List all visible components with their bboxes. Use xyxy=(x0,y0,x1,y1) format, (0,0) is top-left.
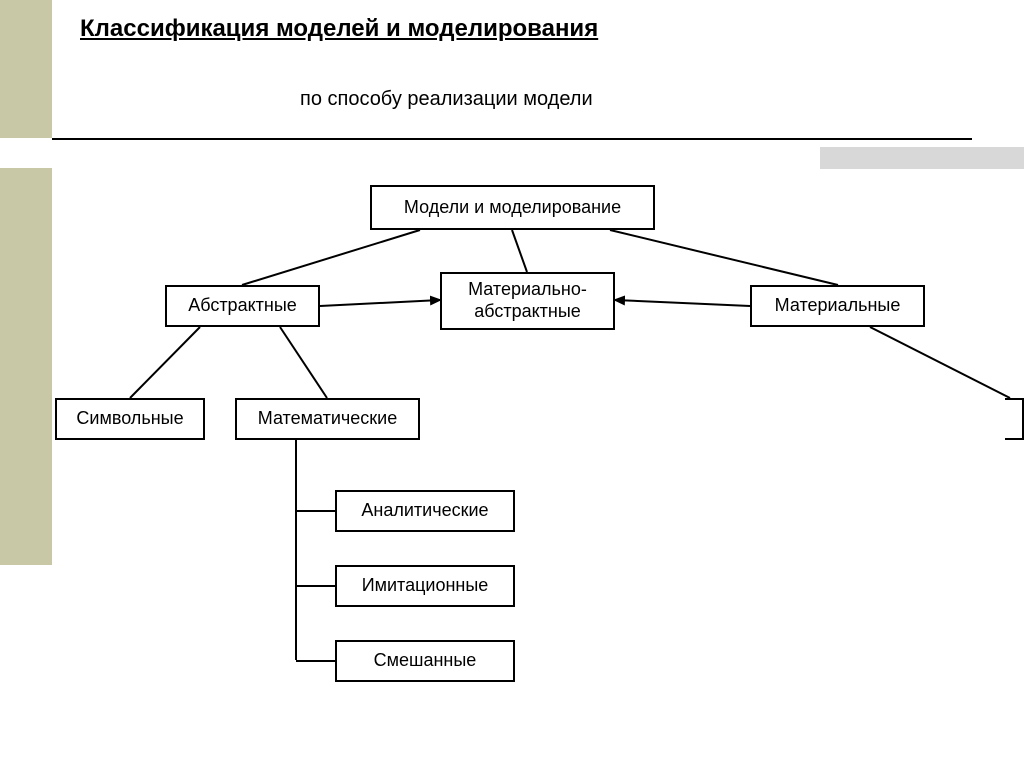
node-cut-right xyxy=(1005,398,1024,440)
node-material-abstract: Материально- абстрактные xyxy=(440,272,615,330)
node-symbolic: Символьные xyxy=(55,398,205,440)
node-abstract: Абстрактные xyxy=(165,285,320,327)
node-mixed: Смешанные xyxy=(335,640,515,682)
page: Классификация моделей и моделирования по… xyxy=(0,0,1024,768)
node-material: Материальные xyxy=(750,285,925,327)
node-analytic: Аналитические xyxy=(335,490,515,532)
node-imitation: Имитационные xyxy=(335,565,515,607)
node-math: Математические xyxy=(235,398,420,440)
node-root: Модели и моделирование xyxy=(370,185,655,230)
